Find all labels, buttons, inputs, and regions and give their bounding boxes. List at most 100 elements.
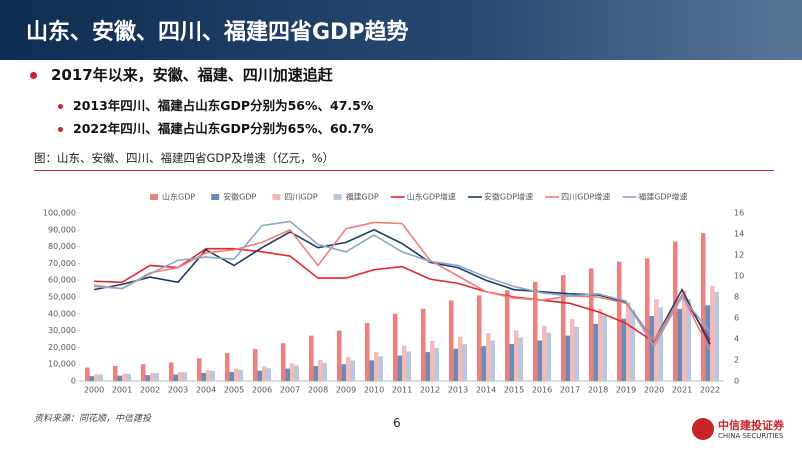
bar [201, 372, 206, 381]
bar [397, 355, 402, 381]
y2-tick-label: 10 [734, 272, 744, 281]
logo-name: 中信建投证券 [718, 419, 784, 432]
y-tick-label: 60,000 [48, 276, 76, 285]
legend-label: 安徽GDP [223, 192, 256, 202]
title: 山东、安徽、四川、福建四省GDP趋势 [26, 20, 409, 45]
legend-label: 安徽GDP增速 [484, 192, 533, 202]
bar [421, 308, 426, 381]
bar [117, 375, 122, 381]
x-tick-label: 2021 [672, 386, 692, 395]
bar [126, 373, 131, 381]
bar [453, 348, 458, 381]
bar [229, 371, 234, 381]
y-tick-label: 30,000 [48, 326, 76, 335]
bar [621, 318, 626, 381]
logo: 中信建投证券 CHINA SECURITIES [692, 416, 792, 444]
bar [593, 323, 598, 381]
bar [481, 346, 486, 381]
bar [182, 372, 187, 381]
bar [85, 367, 90, 381]
y-tick-label: 40,000 [48, 309, 76, 318]
bar [178, 372, 183, 381]
bar [210, 370, 215, 381]
x-tick-label: 2001 [112, 386, 132, 395]
legend-label: 四川GDP [284, 193, 317, 202]
bar [262, 366, 267, 381]
bar [322, 362, 327, 381]
bar [402, 345, 407, 381]
bar [313, 366, 318, 381]
bar [94, 374, 99, 381]
x-tick-label: 2022 [700, 386, 720, 395]
x-tick-label: 2016 [532, 386, 552, 395]
x-tick-label: 2008 [308, 386, 328, 395]
y-tick-label: 70,000 [48, 259, 76, 268]
bar [154, 373, 159, 381]
bar [253, 349, 258, 381]
bar [225, 353, 230, 381]
bar [705, 305, 710, 381]
x-tick-label: 2012 [420, 386, 440, 395]
bar [602, 315, 607, 381]
x-tick-label: 2010 [364, 386, 384, 395]
y-tick-label: 20,000 [48, 343, 76, 352]
legend-swatch [211, 194, 220, 200]
x-tick-label: 2000 [84, 386, 104, 395]
x-tick-label: 2011 [392, 386, 412, 395]
bar [393, 313, 398, 381]
y-tick-label: 0 [71, 377, 76, 386]
bar [350, 360, 355, 381]
x-tick-label: 2006 [252, 386, 272, 395]
bar [537, 340, 542, 381]
bar [542, 325, 547, 381]
y2-tick-label: 2 [734, 356, 739, 365]
x-tick-label: 2003 [168, 386, 188, 395]
x-tick-label: 2015 [504, 386, 524, 395]
bar [649, 315, 654, 381]
bar [626, 302, 631, 381]
x-tick-label: 2005 [224, 386, 244, 395]
y-tick-label: 50,000 [48, 293, 76, 302]
legend-swatch [272, 194, 281, 200]
bar [630, 309, 635, 381]
legend-label: 福建GDP [346, 192, 379, 202]
bar [505, 290, 510, 381]
y-tick-label: 10,000 [48, 360, 76, 369]
bar [406, 351, 411, 381]
source: 资料来源：同花顺，中信建投 [34, 414, 152, 424]
bar [234, 368, 239, 381]
bar [285, 368, 290, 381]
y-tick-label: 80,000 [48, 242, 76, 251]
line [93, 220, 711, 348]
chart: 0 10,000 20,000 30,000 40,000 50,000 60,000 70,… [43, 192, 744, 395]
bar [658, 307, 663, 381]
bar [565, 335, 570, 381]
bar [570, 318, 575, 381]
legend-label: 四川GDP增速 [561, 192, 610, 202]
bar [546, 332, 551, 381]
legend-swatch [150, 194, 158, 200]
bar [686, 299, 691, 381]
y-tick-label: 90,000 [48, 225, 76, 234]
x-tick-label: 2002 [140, 386, 160, 395]
x-tick-label: 2009 [336, 386, 356, 395]
bar [430, 340, 435, 381]
bar [238, 369, 243, 381]
bar [113, 365, 118, 381]
x-tick-label: 2007 [280, 386, 300, 395]
bar [477, 295, 482, 381]
page-number: 6 [393, 416, 401, 430]
line [93, 247, 711, 344]
bar [425, 352, 430, 381]
x-tick-label: 2017 [560, 386, 580, 395]
bar [89, 376, 94, 381]
bar [701, 233, 706, 381]
bar [518, 337, 523, 381]
bar [197, 358, 202, 381]
bar [645, 258, 650, 381]
bar [462, 344, 467, 381]
bar [266, 368, 271, 381]
legend-label: 山东GDP增速 [407, 192, 456, 202]
y2-tick-label: 4 [734, 335, 739, 344]
bullet-text: 2022年四川、福建占山东GDP分别为65%、60.7% [73, 121, 374, 136]
